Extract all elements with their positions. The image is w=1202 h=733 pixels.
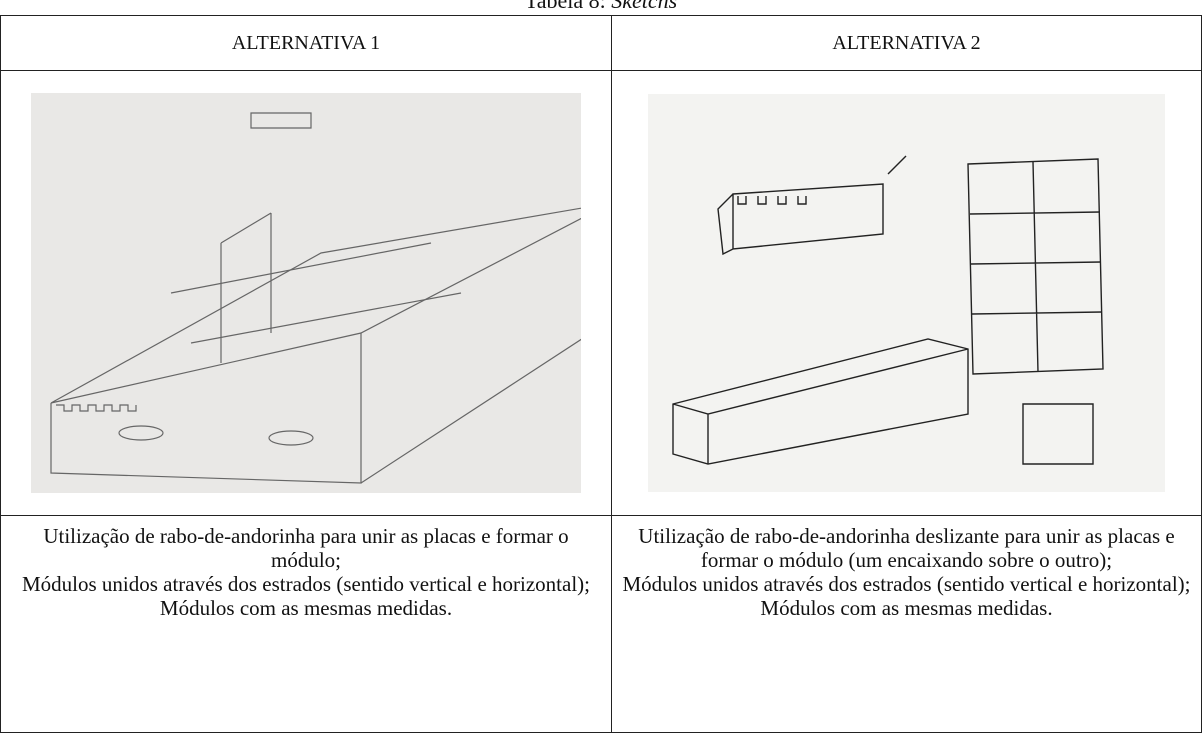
description-line: Módulos com as mesmas medidas. — [159, 596, 453, 620]
caption-label: Tabela 8: — [524, 0, 606, 13]
description-line: Utilização de rabo-de-andorinha deslizan… — [638, 524, 1175, 572]
table-caption: Tabela 8: Sketchs — [0, 0, 1202, 14]
sketch-image-2 — [648, 94, 1165, 492]
header-cell: ALTERNATIVA 2 — [611, 15, 1202, 71]
caption-title: Sketchs — [611, 0, 678, 13]
description-line: Utilização de rabo-de-andorinha para uni… — [43, 524, 569, 572]
sketch-table: ALTERNATIVA 1 ALTERNATIVA 2 — [0, 15, 1202, 733]
sketch-image-1 — [31, 93, 581, 493]
description-cell: Utilização de rabo-de-andorinha deslizan… — [611, 515, 1202, 733]
description-line: Módulos unidos através dos estrados (sen… — [622, 572, 1191, 596]
header-cell: ALTERNATIVA 1 — [0, 15, 612, 71]
description-cell: Utilização de rabo-de-andorinha para uni… — [0, 515, 612, 733]
sketch-cell — [611, 70, 1202, 516]
description-line: Módulos unidos através dos estrados (sen… — [21, 572, 591, 596]
sketch-cell — [0, 70, 612, 516]
description-line: Módulos com as mesmas medidas. — [760, 596, 1053, 620]
